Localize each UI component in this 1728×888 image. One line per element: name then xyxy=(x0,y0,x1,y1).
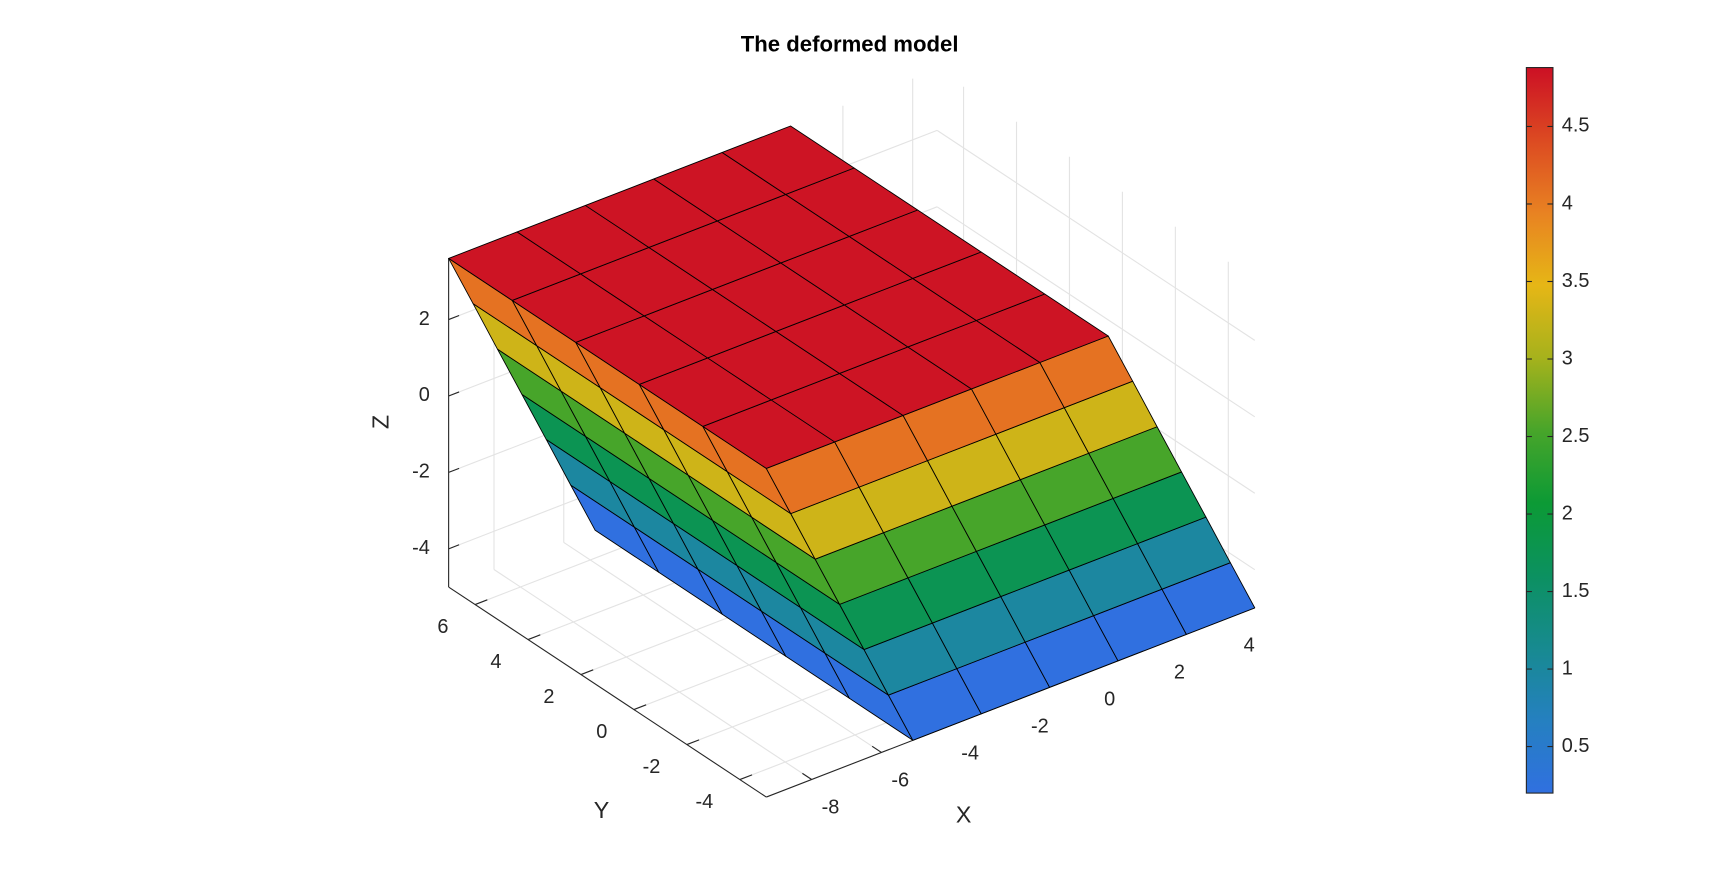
x-tick-label: 4 xyxy=(1244,634,1255,656)
y-tick xyxy=(474,599,488,606)
y-tick-label: -2 xyxy=(643,756,661,778)
z-tick xyxy=(448,544,460,550)
colorbar-tick-label: 0.5 xyxy=(1562,735,1590,757)
y-tick xyxy=(633,704,647,711)
x-tick-label: -6 xyxy=(891,770,909,792)
x-tick-label: 2 xyxy=(1174,661,1185,683)
x-axis-title: X xyxy=(956,801,972,827)
colorbar-tick-label: 1 xyxy=(1562,657,1573,679)
grid-line xyxy=(936,129,1256,341)
z-tick-label: -2 xyxy=(412,461,430,483)
colorbar-scale xyxy=(1525,67,1554,794)
labels: -8 -6 -4 -2 0 2 4 -4 -2 0 2 4 6 -4 -2 0 2 xyxy=(412,308,1255,819)
z-tick-label: -4 xyxy=(412,537,430,559)
surface xyxy=(448,125,1256,741)
y-tick-label: 0 xyxy=(596,721,607,743)
y-axis-title: Y xyxy=(594,797,610,823)
x-tick-label: -2 xyxy=(1031,715,1049,737)
x-tick xyxy=(871,745,882,753)
x-tick-label: 0 xyxy=(1104,688,1115,710)
x-tick-label: -8 xyxy=(822,797,840,819)
z-tick xyxy=(448,467,460,473)
y-tick xyxy=(580,669,594,676)
colorbar-tick-label: 2.5 xyxy=(1562,425,1590,447)
grid-line xyxy=(563,541,882,753)
y-tick xyxy=(527,634,541,641)
colorbar-tick-label: 2 xyxy=(1562,502,1573,524)
colorbar-tick-label: 3 xyxy=(1562,347,1573,369)
z-tick xyxy=(448,314,460,321)
colorbar-tick-label: 4 xyxy=(1562,192,1573,214)
z-tick-label: 0 xyxy=(419,384,430,406)
z-axis-title: Z xyxy=(367,415,393,429)
colorbar: 0.5 1 1.5 2 2.5 3 3.5 4 4.5 xyxy=(1525,67,1590,794)
colorbar-tick-label: 1.5 xyxy=(1562,580,1590,602)
y-axis-line xyxy=(448,586,767,798)
grid-line xyxy=(493,569,812,780)
colorbar-tick-label: 4.5 xyxy=(1562,115,1590,137)
z-tick xyxy=(448,391,460,397)
y-tick-label: 4 xyxy=(490,651,501,673)
chart-title: The deformed model xyxy=(741,31,959,56)
y-tick-label: -4 xyxy=(696,791,714,813)
surface-face xyxy=(721,125,855,195)
y-tick xyxy=(686,739,700,746)
grid-line xyxy=(936,206,1256,418)
y-tick-label: 6 xyxy=(437,616,448,638)
y-tick xyxy=(739,774,753,781)
y-tick-label: 2 xyxy=(543,686,554,708)
colorbar-tick-label: 3.5 xyxy=(1562,270,1590,292)
x-tick xyxy=(802,772,812,780)
x-tick-label: -4 xyxy=(961,743,979,765)
z-tick-label: 2 xyxy=(419,308,430,330)
